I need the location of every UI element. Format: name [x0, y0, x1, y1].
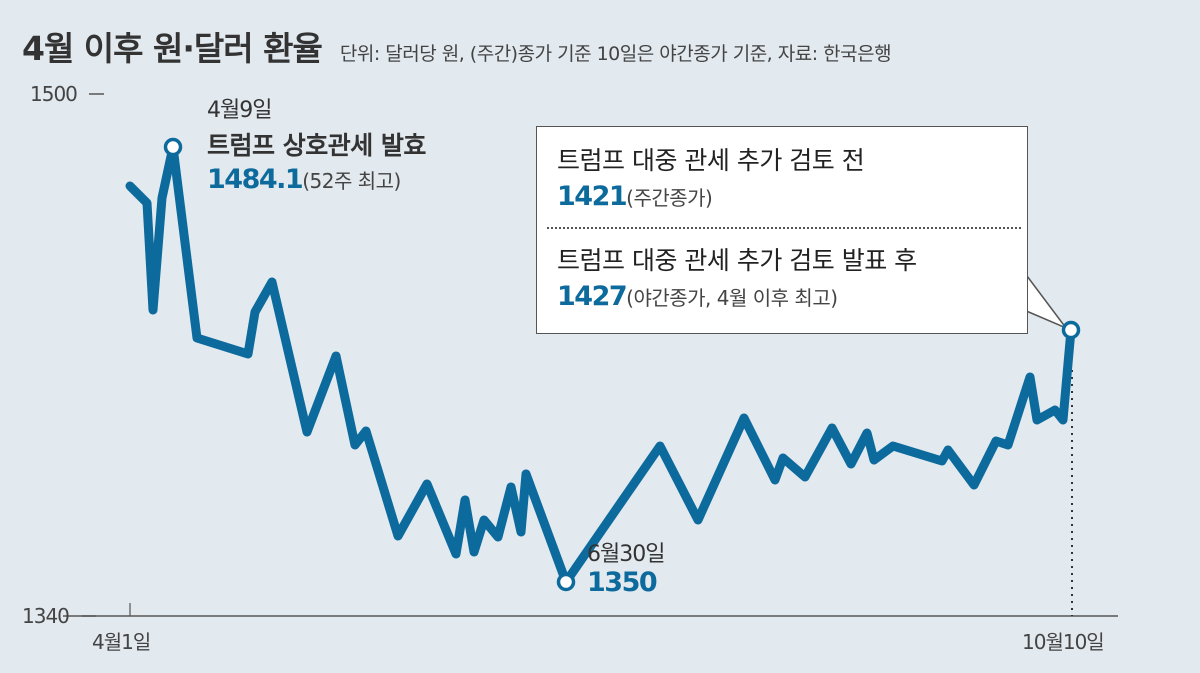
peak-annotation: 4월9일 트럼프 상호관세 발효 1484.1 (52주 최고): [207, 92, 426, 195]
peak-event: 트럼프 상호관세 발효: [207, 131, 426, 160]
callout-after-note: (야간종가, 4월 이후 최고): [626, 286, 838, 310]
x-tick-start: 4월1일: [92, 630, 151, 654]
callout-after-value: 1427: [557, 281, 628, 312]
chart-title: 4월 이후 원·달러 환율: [22, 29, 323, 68]
callout-before-note: (주간종가): [626, 186, 713, 210]
peak-date: 4월9일: [207, 98, 272, 123]
callout-before-section: 트럼프 대중 관세 추가 검토 전 1421 (주간종가): [557, 141, 865, 212]
y-tick-1340: 1340: [22, 604, 70, 628]
exchange-rate-line: [125, 142, 1076, 587]
callout-before-heading: 트럼프 대중 관세 추가 검토 전: [557, 146, 865, 175]
low-value: 1350: [587, 567, 658, 598]
peak-note: (52주 최고): [302, 169, 401, 193]
peak-value: 1484.1: [207, 164, 304, 195]
chart-subtitle: 단위: 달러당 원, (주간)종가 기준 10일은 야간종가 기준, 자료: 한…: [339, 43, 892, 65]
callout-before-value: 1421: [557, 181, 628, 212]
tariff-callout-box: 트럼프 대중 관세 추가 검토 전 1421 (주간종가) 트럼프 대중 관세 …: [536, 126, 1028, 334]
callout-pointer: [1023, 271, 1069, 330]
y-tick-1500: 1500: [30, 82, 78, 106]
low-marker: [556, 572, 576, 592]
low-annotation: 6월30일 1350: [587, 536, 665, 598]
callout-divider: [547, 227, 1021, 229]
x-tick-end: 10월10일: [1022, 630, 1105, 654]
callout-after-section: 트럼프 대중 관세 추가 검토 발표 후 1427 (야간종가, 4월 이후 최…: [557, 241, 917, 312]
chart-header: 4월 이후 원·달러 환율 단위: 달러당 원, (주간)종가 기준 10일은 …: [22, 22, 892, 70]
latest-marker: [1061, 320, 1081, 340]
callout-after-heading: 트럼프 대중 관세 추가 검토 발표 후: [557, 246, 917, 275]
peak-marker: [163, 137, 183, 157]
low-date: 6월30일: [587, 542, 665, 567]
